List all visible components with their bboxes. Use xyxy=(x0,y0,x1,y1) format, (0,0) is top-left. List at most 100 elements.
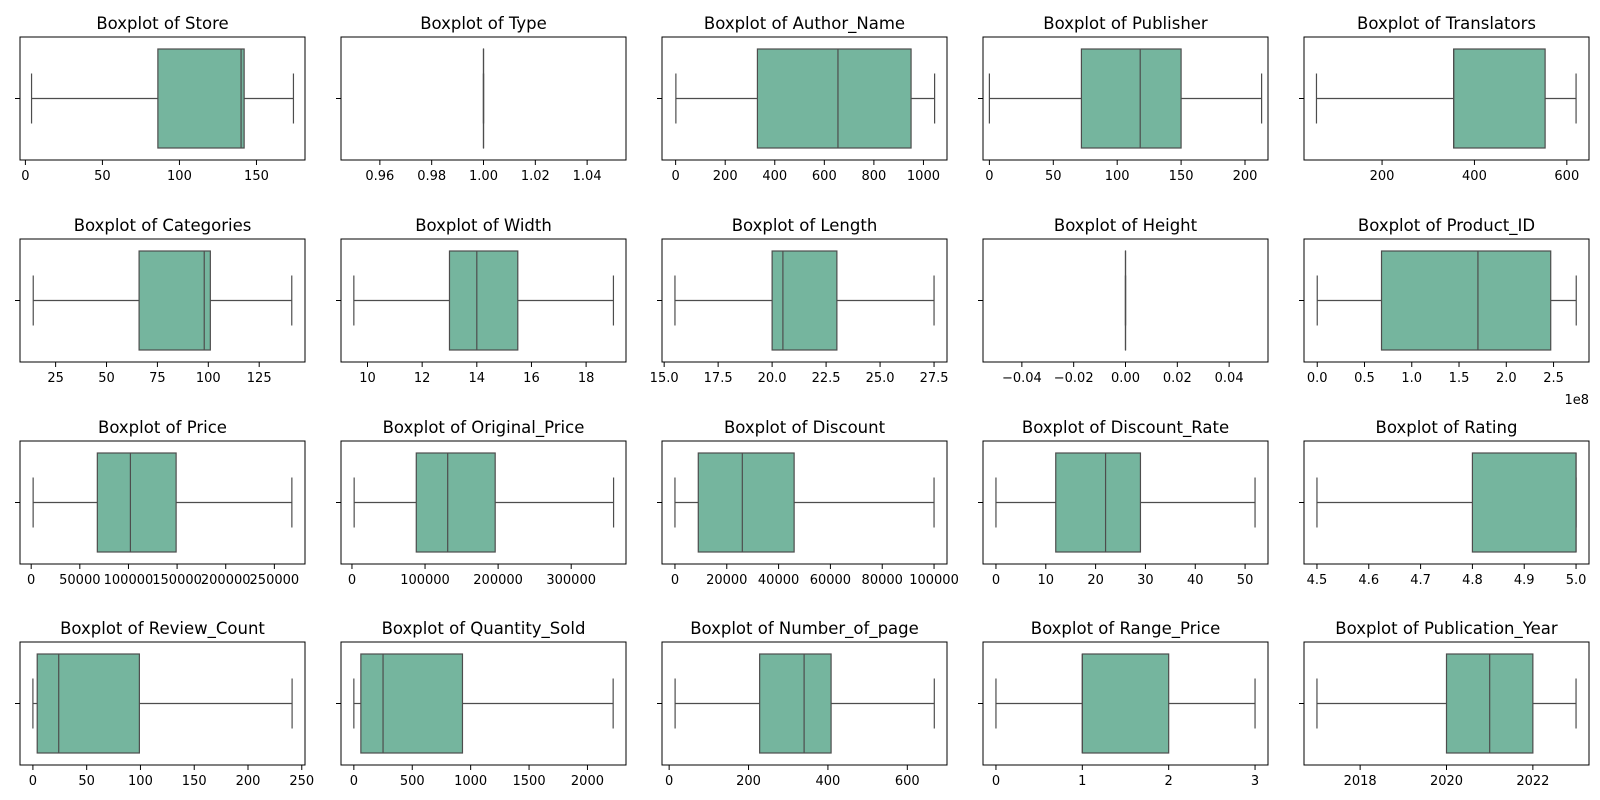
box xyxy=(1453,48,1546,149)
x-tick-label: 400 xyxy=(816,774,841,789)
x-tick-label: 0.98 xyxy=(417,169,446,184)
box xyxy=(771,250,838,351)
x-tick-label: 40 xyxy=(1187,573,1204,588)
subplot-title: Boxplot of Number_of_page xyxy=(690,619,919,639)
x-tick-label: 400 xyxy=(762,169,787,184)
x-tick-label: 2 xyxy=(1165,774,1173,789)
box xyxy=(96,452,177,553)
subplot: Boxplot of Product_ID 0.0 0.5 1.0 1.5 2.0 2.51… xyxy=(1299,216,1590,408)
x-tick-label: 0 xyxy=(992,774,1000,789)
x-tick-label: 80000 xyxy=(862,573,903,588)
x-tick-label: 20000 xyxy=(706,573,747,588)
subplot-title: Boxplot of Author_Name xyxy=(704,14,905,34)
x-tick-label: 0.5 xyxy=(1354,371,1375,386)
box xyxy=(415,452,496,553)
x-tick-label: 15.0 xyxy=(650,371,679,386)
x-tick-label: 40000 xyxy=(758,573,799,588)
x-tick-label: 0 xyxy=(348,573,356,588)
x-tick-label: 0 xyxy=(985,169,993,184)
x-tick-label: 200 xyxy=(713,169,738,184)
x-tick-label: 150 xyxy=(244,169,269,184)
subplot: Boxplot of Discount_Rate 0 10 20 30 40 50 xyxy=(978,418,1269,588)
x-tick-label: 150 xyxy=(1169,169,1194,184)
x-tick-label: 500 xyxy=(400,774,425,789)
x-tick-label: 200 xyxy=(1233,169,1258,184)
x-tick-label: 0 xyxy=(671,573,679,588)
x-tick-label: 1.04 xyxy=(573,169,602,184)
x-tick-label: 200000 xyxy=(201,573,251,588)
x-tick-label: 2022 xyxy=(1516,774,1549,789)
subplot-title: Boxplot of Original_Price xyxy=(383,418,585,438)
x-tick-label: 1.00 xyxy=(469,169,498,184)
x-tick-label: 50 xyxy=(94,169,111,184)
x-tick-label: 1.02 xyxy=(521,169,550,184)
x-tick-label: 0 xyxy=(665,774,673,789)
x-tick-label: 50000 xyxy=(59,573,100,588)
box xyxy=(138,250,211,351)
subplot-title: Boxplot of Price xyxy=(98,418,227,437)
x-tick-label: 100 xyxy=(128,774,153,789)
subplot: Boxplot of Original_Price 0 100000 200000 30… xyxy=(336,418,627,588)
subplot-title: Boxplot of Publisher xyxy=(1043,14,1208,33)
x-tick-label: 1.5 xyxy=(1449,371,1470,386)
x-tick-label: 100000 xyxy=(400,573,450,588)
x-tick-label: 0 xyxy=(27,573,35,588)
subplot: Boxplot of Rating 4.5 4.6 4.7 4.8 4.9 5.0 xyxy=(1299,418,1590,588)
subplot-title: Boxplot of Product_ID xyxy=(1358,216,1535,236)
x-tick-label: 600 xyxy=(895,774,920,789)
x-tick-label: 16 xyxy=(523,371,540,386)
x-tick-label: −0.04 xyxy=(1002,371,1042,386)
x-tick-label: 800 xyxy=(861,169,886,184)
subplot-title: Boxplot of Type xyxy=(420,14,547,33)
subplot: Boxplot of Publisher 0 50 100 150 200 xyxy=(978,14,1269,184)
subplot: Boxplot of Translators 200 400 600 xyxy=(1299,14,1590,184)
x-offset-label: 1e8 xyxy=(1564,393,1589,408)
x-tick-label: 0.0 xyxy=(1307,371,1328,386)
x-tick-label: 200 xyxy=(1370,169,1395,184)
box xyxy=(697,452,795,553)
x-tick-label: 250000 xyxy=(250,573,300,588)
x-tick-label: 200 xyxy=(236,774,261,789)
box xyxy=(36,653,140,754)
x-tick-label: 17.5 xyxy=(704,371,733,386)
x-tick-label: 1000 xyxy=(907,169,940,184)
subplot-title: Boxplot of Length xyxy=(732,216,878,235)
x-tick-label: 100000 xyxy=(104,573,154,588)
subplot: Boxplot of Categories 25 50 75 100 125 xyxy=(15,216,306,386)
x-tick-label: 25 xyxy=(47,371,64,386)
subplot-title: Boxplot of Height xyxy=(1054,216,1198,235)
x-tick-label: 10 xyxy=(1038,573,1055,588)
subplot-title: Boxplot of Review_Count xyxy=(60,619,265,639)
x-tick-label: 600 xyxy=(812,169,837,184)
x-tick-label: 1500 xyxy=(513,774,546,789)
x-tick-label: 250 xyxy=(289,774,314,789)
x-tick-label: 20.0 xyxy=(758,371,787,386)
subplot: Boxplot of Author_Name 0 200 400 600 800 1000 xyxy=(657,14,948,184)
x-tick-label: 50 xyxy=(1237,573,1254,588)
subplot-title: Boxplot of Publication_Year xyxy=(1335,619,1558,639)
x-tick-label: 4.6 xyxy=(1358,573,1379,588)
x-tick-label: 4.9 xyxy=(1514,573,1535,588)
subplot: Boxplot of Number_of_page 0 200 400 600 xyxy=(657,619,948,789)
subplot-title: Boxplot of Quantity_Sold xyxy=(382,619,586,639)
subplot: Boxplot of Discount 0 20000 40000 60000 80000… xyxy=(657,418,959,588)
subplot-title: Boxplot of Discount_Rate xyxy=(1022,418,1229,438)
subplot: Boxplot of Type 0.96 0.98 1.00 1.02 1.04 xyxy=(336,14,627,184)
x-tick-label: 20 xyxy=(1087,573,1104,588)
x-tick-label: 10 xyxy=(359,371,376,386)
x-tick-label: 600 xyxy=(1554,169,1579,184)
box xyxy=(756,48,912,149)
x-tick-label: −0.02 xyxy=(1054,371,1094,386)
x-tick-label: 30 xyxy=(1137,573,1154,588)
x-tick-label: 0.96 xyxy=(365,169,394,184)
x-tick-label: 0 xyxy=(671,169,679,184)
subplot: Boxplot of Width 10 12 14 16 18 xyxy=(336,216,627,386)
x-tick-label: 0 xyxy=(992,573,1000,588)
subplot: Boxplot of Store 0 50 100 150 xyxy=(15,14,306,184)
x-tick-label: 4.7 xyxy=(1410,573,1431,588)
x-tick-label: 150 xyxy=(182,774,207,789)
box xyxy=(1471,452,1577,553)
x-tick-label: 18 xyxy=(578,371,595,386)
x-tick-label: 1 xyxy=(1078,774,1086,789)
x-tick-label: 50 xyxy=(98,371,115,386)
